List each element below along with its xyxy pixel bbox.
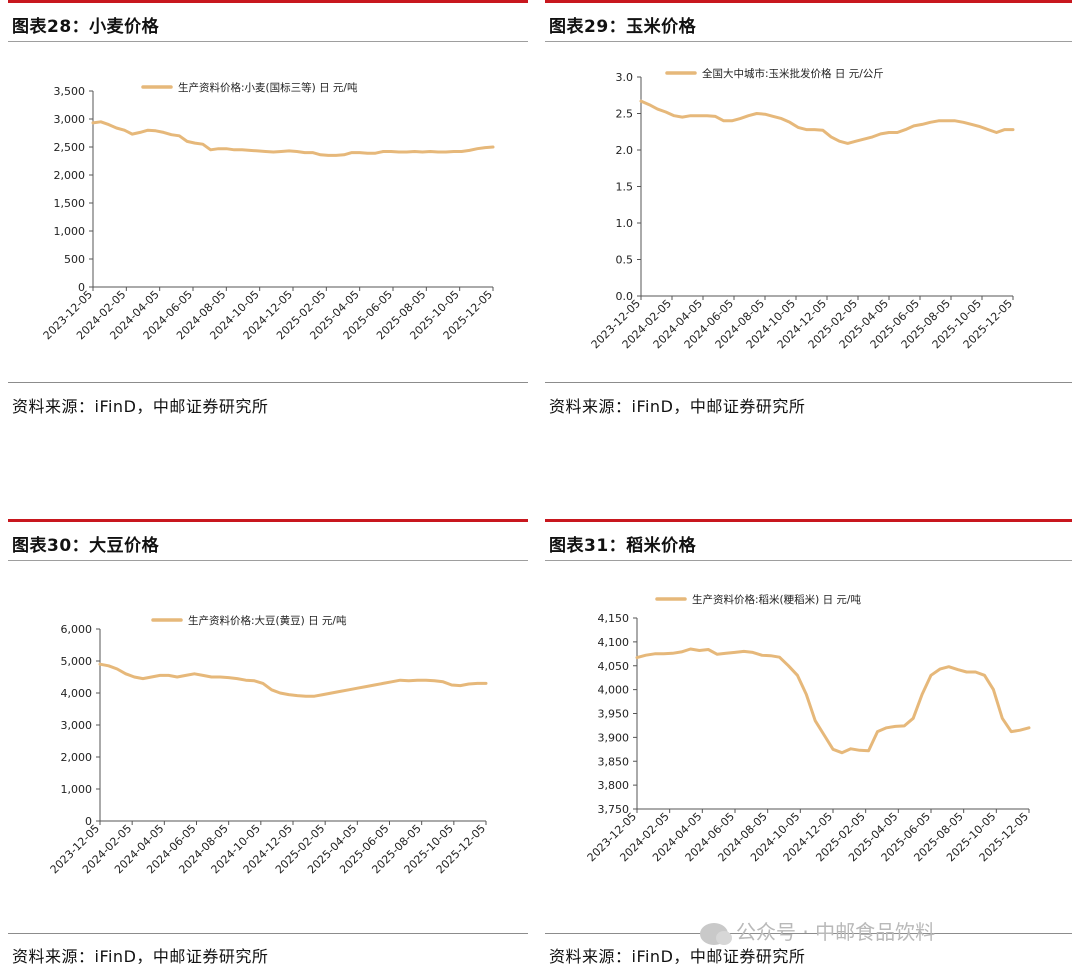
series-line	[639, 99, 1015, 145]
y-tick-label: 1,000	[61, 783, 93, 796]
chart-panel-wheat: 图表28：小麦价格 0 500 1,000 1,500 2,000 2,500 3,000 3…	[8, 0, 528, 420]
soybean-price-chart: 01,0002,0003,0004,0005,0006,0002023-12-0…	[48, 614, 488, 876]
y-tick-label: 0.0	[616, 290, 634, 303]
y-tick-label: 1.5	[616, 181, 634, 194]
y-tick-label: 3,750	[598, 803, 630, 816]
source-note: 资料来源：iFinD，中邮证券研究所	[12, 397, 269, 416]
y-tick-label: 3,500	[54, 85, 86, 98]
y-tick-label: 1,000	[54, 225, 86, 238]
y-tick-label: 2,000	[54, 169, 86, 182]
source-note: 资料来源：iFinD，中邮证券研究所	[549, 947, 806, 966]
series-line	[635, 647, 1031, 755]
wechat-watermark: 公众号 · 中邮食品饮料	[700, 916, 935, 945]
y-tick-label: 4,100	[598, 636, 630, 649]
y-tick-label: 3,800	[598, 779, 630, 792]
panel-title: 图表29：玉米价格	[549, 17, 697, 37]
watermark-text: 公众号 · 中邮食品饮料	[736, 920, 936, 944]
y-tick-label: 1.0	[616, 217, 634, 230]
y-tick-label: 2,500	[54, 141, 86, 154]
source-rule	[545, 382, 1072, 383]
chart-panel-corn: 图表29：玉米价格 0.0 0.5 1.0 1.5 2.0 2.5 3.0 2023-12-0…	[545, 0, 1072, 420]
y-tick-label: 3.0	[616, 71, 634, 84]
wechat-icon	[700, 922, 732, 945]
y-tick-label: 0	[85, 815, 92, 828]
source-note: 资料来源：iFinD，中邮证券研究所	[549, 397, 806, 416]
y-tick-label: 4,050	[598, 660, 630, 673]
source-rule	[8, 933, 528, 934]
y-tick-label: 4,000	[61, 687, 93, 700]
y-tick-label: 3,900	[598, 731, 630, 744]
y-tick-label: 500	[64, 253, 85, 266]
chart-panel-soybean: 图表30：大豆价格 0 1,000 2,000 3,000 4,000 5,000 6,00…	[8, 519, 528, 975]
y-tick-label: 4,150	[598, 612, 630, 625]
y-tick-label: 4,000	[598, 684, 630, 697]
y-tick-label: 1,500	[54, 197, 86, 210]
panel-top-rule	[545, 519, 1072, 522]
title-underline	[545, 41, 1072, 42]
rice-price-chart: 3,750 3,800 3,850 3,900 3,950 4,000 4,050 4,100…	[585, 593, 1031, 864]
legend-label: 生产资料价格:大豆(黄豆) 日 元/吨	[188, 614, 347, 627]
y-tick-label: 2.0	[616, 144, 634, 157]
corn-price-chart: 0.00.51.01.52.02.53.02023-12-052024-02-0…	[589, 67, 1015, 351]
panel-title: 图表28：小麦价格	[12, 17, 160, 37]
legend-label: 生产资料价格:稻米(粳稻米) 日 元/吨	[692, 593, 861, 606]
source-note: 资料来源：iFinD，中邮证券研究所	[12, 947, 269, 966]
title-underline	[8, 560, 528, 561]
source-rule	[8, 382, 528, 383]
y-tick-label: 0.5	[616, 254, 634, 267]
y-tick-label: 3,000	[61, 719, 93, 732]
legend-label: 全国大中城市:玉米批发价格 日 元/公斤	[702, 67, 884, 80]
wheat-price-chart: 05001,0001,5002,0002,5003,0003,5002023-1…	[41, 81, 495, 342]
panel-top-rule	[8, 519, 528, 522]
y-tick-label: 3,000	[54, 113, 86, 126]
source-rule	[545, 933, 1072, 934]
series-line	[98, 662, 488, 698]
panel-top-rule	[8, 0, 528, 3]
title-underline	[8, 41, 528, 42]
y-tick-label: 3,950	[598, 708, 630, 721]
y-tick-label: 0	[78, 281, 85, 294]
y-tick-label: 2.5	[616, 108, 634, 121]
y-tick-label: 2,000	[61, 751, 93, 764]
title-underline	[545, 560, 1072, 561]
panel-title: 图表30：大豆价格	[12, 536, 160, 556]
chart-panel-rice: 图表31：稻米价格 3,750 3,800 3,850 3,900 3,950 4,000…	[545, 519, 1072, 975]
y-tick-label: 3,850	[598, 755, 630, 768]
panel-top-rule	[545, 0, 1072, 3]
panel-title: 图表31：稻米价格	[549, 536, 697, 556]
y-tick-label: 5,000	[61, 655, 93, 668]
legend-label: 生产资料价格:小麦(国标三等) 日 元/吨	[178, 81, 358, 94]
series-line	[91, 120, 495, 157]
y-tick-label: 6,000	[61, 623, 93, 636]
